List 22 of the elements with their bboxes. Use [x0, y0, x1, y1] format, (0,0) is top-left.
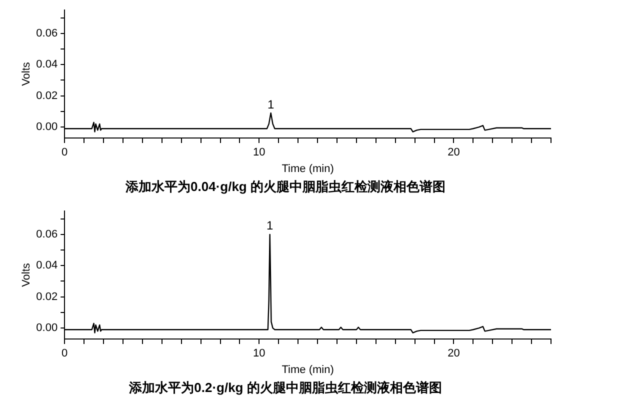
annotation: 1: [266, 218, 274, 233]
y-axis-title: Volts: [20, 62, 33, 86]
y-tick-label: 0.02: [36, 290, 58, 303]
x-tick-label: 20: [448, 146, 460, 159]
x-tick-label: 0: [62, 348, 68, 360]
x-axis-title: Time (min): [282, 162, 334, 175]
y-tick-label: 0.04: [36, 58, 58, 71]
annotation: 1: [267, 97, 274, 112]
text: 添加水平为0.04·g/kg 的火腿中胭脂虫红检测液相色谱图: [124, 178, 446, 194]
y-tick-label: 0.04: [36, 260, 58, 272]
y-axis-title: Volts: [20, 262, 33, 287]
y-tick-label: 0.06: [36, 27, 58, 40]
text: 添加水平为0.2·g/kg 的火腿中胭脂虫红检测液相色谱图: [128, 380, 442, 395]
x-tick-label: 10: [253, 146, 266, 159]
x-tick-label: 10: [253, 348, 266, 360]
y-tick-label: 0.06: [36, 228, 58, 240]
x-axis-title: Time (min): [282, 364, 334, 376]
x-tick-label: 0: [62, 146, 68, 159]
x-tick-label: 20: [448, 348, 460, 360]
y-tick-label: 0.02: [36, 90, 58, 102]
y-tick-label: 0.00: [36, 121, 58, 134]
y-tick-label: 0.00: [36, 322, 58, 334]
